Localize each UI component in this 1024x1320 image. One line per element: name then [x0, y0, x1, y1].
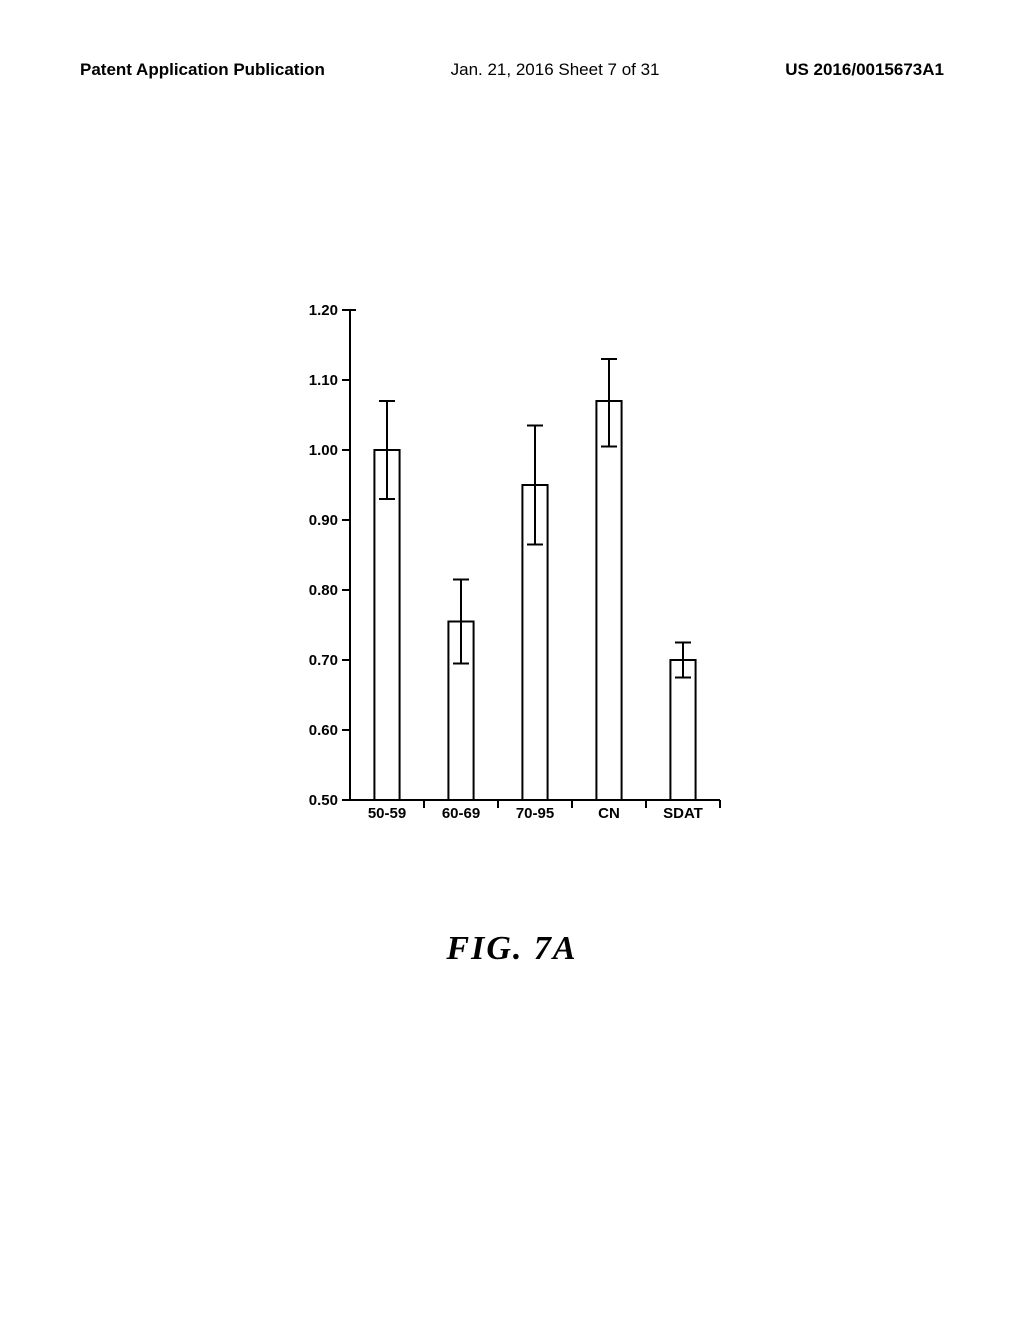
svg-text:1.10: 1.10	[309, 372, 338, 389]
figure-label: FIG. 7A	[0, 930, 1024, 968]
svg-text:0.80: 0.80	[309, 582, 338, 599]
header-mid: Jan. 21, 2016 Sheet 7 of 31	[451, 60, 660, 80]
x-category-label: 60-69	[442, 805, 480, 822]
svg-text:1.20: 1.20	[309, 302, 338, 319]
svg-text:0.70: 0.70	[309, 652, 338, 669]
x-category-label: 70-95	[516, 805, 554, 822]
x-category-label: CN	[598, 805, 620, 822]
x-category-label: 50-59	[368, 805, 406, 822]
header-right: US 2016/0015673A1	[785, 60, 944, 80]
x-category-label: SDAT	[663, 805, 703, 822]
header-left: Patent Application Publication	[80, 60, 325, 80]
bar-chart: 0.50 0.60 0.70 0.80 0.90 1.00 1.10 1.20 50-59 60-…	[280, 300, 740, 840]
svg-text:1.00: 1.00	[309, 442, 338, 459]
page-header: Patent Application Publication Jan. 21, …	[0, 60, 1024, 80]
svg-text:0.90: 0.90	[309, 512, 338, 529]
svg-text:0.50: 0.50	[309, 792, 338, 809]
svg-text:0.60: 0.60	[309, 722, 338, 739]
chart-svg: 0.50 0.60 0.70 0.80 0.90 1.00 1.10 1.20 50-59 60-…	[280, 300, 740, 840]
